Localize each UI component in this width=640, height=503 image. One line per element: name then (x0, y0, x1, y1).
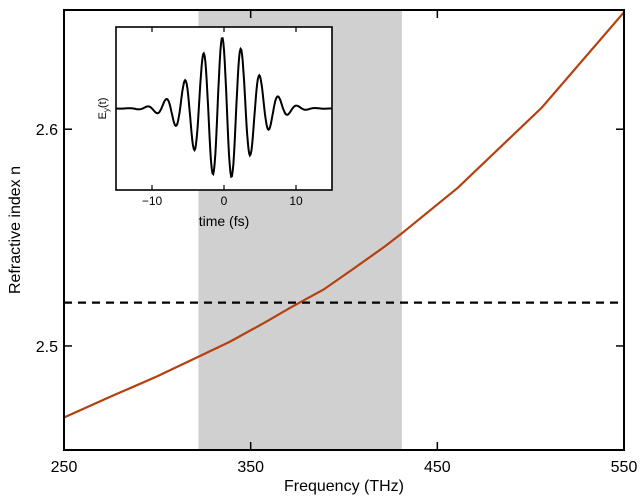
main-y-tick-label: 2.5 (36, 339, 58, 356)
pulse-waveform-curve (116, 36, 332, 179)
inset-pulse-plot: −10 0 10 time (fs) Ey(t) (97, 26, 333, 229)
inset-x-tick-label: 0 (221, 194, 228, 208)
main-x-axis-label: Frequency (THz) (284, 478, 404, 495)
inset-x-axis-label: time (fs) (199, 213, 250, 229)
main-x-tick-label: 350 (237, 459, 264, 476)
inset-x-tick-label: 10 (289, 194, 303, 208)
main-x-tick-label: 250 (51, 459, 78, 476)
inset-y-axis-label: Ey(t) (97, 98, 111, 120)
main-x-tick-label: 550 (611, 459, 638, 476)
main-plot-frame (63, 9, 625, 451)
main-x-tick-label: 450 (424, 459, 451, 476)
inset-x-tick-label: −10 (142, 194, 163, 208)
refractive-index-curve (63, 11, 625, 419)
inset-x-ticks: −10 0 10 (142, 27, 303, 208)
main-x-ticks: 250 350 450 550 (51, 10, 638, 476)
main-y-tick-label: 2.6 (36, 122, 58, 139)
main-y-axis-label: Refractive index n (7, 166, 24, 294)
main-y-ticks: 2.5 2.6 (36, 122, 624, 356)
